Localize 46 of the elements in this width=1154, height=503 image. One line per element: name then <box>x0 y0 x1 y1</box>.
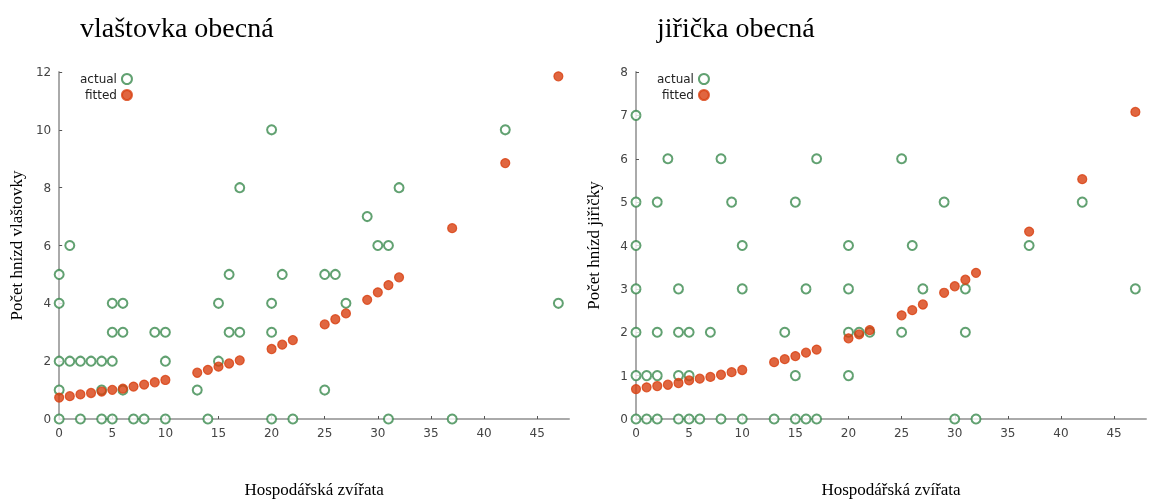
x-tick-label: 20 <box>263 426 280 440</box>
x-axis-title: Hospodářská zvířata <box>244 480 385 499</box>
x-tick-label: 40 <box>476 426 492 440</box>
y-tick-label: 2 <box>620 325 628 340</box>
x-tick-label: 10 <box>734 426 750 440</box>
y-tick-label: 8 <box>43 180 52 195</box>
x-tick-label: 30 <box>370 426 386 440</box>
x-tick-label: 5 <box>685 426 693 440</box>
chart-title: vlaštovka obecná <box>80 11 275 43</box>
x-tick-label: 25 <box>317 426 333 440</box>
y-tick-label: 1 <box>620 368 628 383</box>
x-tick-label: 20 <box>840 426 857 440</box>
y-axis-title: Počet hnízd vlaštovky <box>7 169 26 321</box>
y-tick-label: 3 <box>620 281 628 296</box>
x-tick-label: 40 <box>1053 426 1069 440</box>
y-tick-label: 0 <box>620 412 628 426</box>
x-tick-label: 15 <box>787 426 804 440</box>
x-tick-label: 25 <box>893 426 910 440</box>
x-tick-label: 0 <box>55 426 63 440</box>
x-tick-label: 10 <box>157 426 174 440</box>
x-axis-title: Hospodářská zvířata <box>821 480 962 499</box>
y-tick-label: 2 <box>43 354 52 369</box>
y-tick-label: 12 <box>35 65 52 79</box>
x-tick-label: 35 <box>423 426 439 440</box>
y-tick-label: 5 <box>620 195 628 210</box>
x-tick-label: 15 <box>210 426 227 440</box>
x-tick-label: 0 <box>632 426 640 440</box>
x-tick-label: 45 <box>529 426 545 440</box>
legend-label: fitted <box>661 88 694 102</box>
x-tick-label: 30 <box>947 426 963 440</box>
legend-label: fitted <box>84 88 117 102</box>
chart-title: jiřička obecná <box>656 11 816 43</box>
y-tick-label: 4 <box>43 296 52 311</box>
y-axis-title: Počet hnízd jiřičky <box>584 180 603 310</box>
y-tick-label: 7 <box>620 108 628 123</box>
x-tick-label: 5 <box>108 426 117 440</box>
x-tick-label: 35 <box>1000 426 1016 440</box>
legend-label: actual <box>80 72 117 86</box>
y-tick-label: 0 <box>43 412 52 426</box>
x-tick-label: 45 <box>1106 426 1122 440</box>
y-tick-label: 6 <box>620 151 628 166</box>
legend-label: actual <box>657 72 694 86</box>
y-tick-label: 10 <box>35 122 52 137</box>
y-tick-label: 6 <box>43 238 52 253</box>
y-tick-label: 4 <box>620 238 628 253</box>
y-tick-label: 8 <box>620 65 628 79</box>
